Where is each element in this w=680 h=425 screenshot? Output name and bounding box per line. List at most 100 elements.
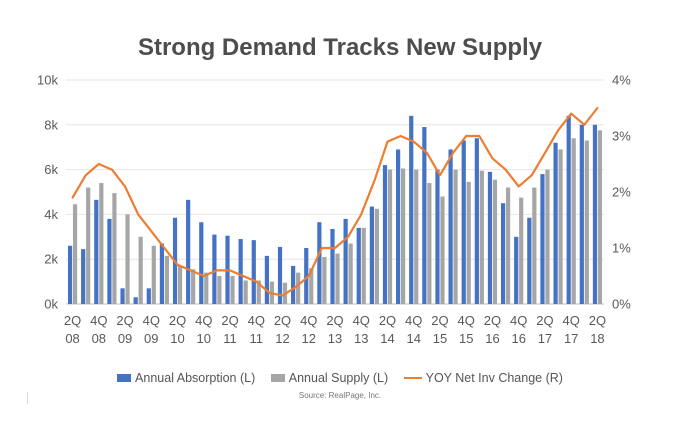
- x-tick-year: 14: [380, 331, 394, 346]
- x-tick-year: 18: [590, 331, 604, 346]
- bar-supply: [72, 204, 78, 304]
- bar-supply: [296, 272, 301, 304]
- bar-absorption: [133, 297, 138, 304]
- bar-supply: [243, 280, 248, 304]
- x-tick-year: 11: [250, 331, 264, 346]
- bar-absorption: [474, 138, 479, 304]
- x-tick-quarter: 2Q: [169, 313, 186, 328]
- left-tick-label: 6k: [44, 162, 58, 177]
- bar-absorption: [592, 124, 598, 304]
- legend-label-absorption: Annual Absorption (L): [135, 370, 256, 385]
- bar-absorption: [212, 234, 217, 304]
- bar-supply: [112, 193, 117, 304]
- bar-absorption: [238, 239, 243, 304]
- legend-item-yoy: YOY Net Inv Change (R): [403, 370, 563, 385]
- x-tick-year: 16: [485, 331, 499, 346]
- bar-supply: [230, 276, 235, 304]
- left-tick-label: 4k: [44, 207, 58, 222]
- bar-supply: [532, 187, 537, 304]
- x-tick-year: 13: [354, 331, 368, 346]
- bar-supply: [479, 170, 484, 304]
- bar-supply: [387, 169, 393, 304]
- bar-absorption: [553, 142, 558, 304]
- x-tick-year: 17: [538, 331, 552, 346]
- bar-absorption: [146, 288, 151, 304]
- left-axis: 0k 2k 4k 6k 8k 10k: [37, 73, 58, 312]
- x-tick-year: 14: [406, 331, 420, 346]
- bar-supply: [427, 183, 432, 304]
- source-note: Source: RealPage, Inc.: [298, 391, 382, 400]
- bar-absorption: [107, 218, 112, 304]
- x-tick-quarter: 4Q: [300, 313, 317, 328]
- bar-absorption: [330, 228, 335, 304]
- bar-absorption: [396, 149, 401, 304]
- bar-supply: [414, 169, 419, 304]
- bar-supply: [584, 140, 589, 304]
- bar-absorption: [94, 199, 99, 304]
- bar-supply: [597, 130, 603, 304]
- bar-absorption: [186, 199, 191, 304]
- bar-absorption: [159, 243, 165, 304]
- left-tick-label: 10k: [37, 73, 58, 88]
- legend-item-absorption: Annual Absorption (L): [117, 371, 255, 385]
- left-tick-label: 2k: [44, 252, 58, 267]
- x-tick-quarter: 2Q: [484, 313, 501, 328]
- x-tick-year: 12: [302, 331, 316, 346]
- bar-supply: [505, 187, 511, 304]
- legend-item-supply: Annual Supply (L): [270, 370, 389, 385]
- x-tick-year: 09: [118, 331, 132, 346]
- left-tick-label: 8k: [44, 117, 58, 132]
- bar-supply: [361, 227, 366, 304]
- right-axis: 0% 1% 2% 3% 4%: [612, 73, 631, 312]
- supply-swatch: [270, 374, 285, 383]
- bar-supply: [374, 208, 379, 304]
- chart-title: Strong Demand Tracks New Supply: [137, 34, 543, 61]
- bar-supply: [492, 179, 498, 304]
- x-tick-year: 08: [65, 331, 79, 346]
- x-tick-year: 15: [433, 331, 447, 346]
- x-tick-quarter: 4Q: [143, 313, 160, 328]
- bar-absorption: [540, 174, 545, 304]
- bar-supply: [348, 243, 353, 304]
- legend-label-supply: Annual Supply (L): [288, 370, 389, 385]
- bar-absorption: [264, 255, 269, 304]
- x-tick-quarter: 2Q: [64, 313, 81, 328]
- x-tick-quarter: 2Q: [536, 313, 553, 328]
- bar-supply: [204, 272, 209, 304]
- bar-absorption: [448, 149, 453, 304]
- left-tick-label: 0k: [44, 297, 58, 312]
- bar-supply: [217, 276, 222, 304]
- right-tick-label: 2%: [612, 185, 631, 200]
- x-tick-year: 12: [275, 331, 289, 346]
- x-tick-year: 10: [170, 331, 184, 346]
- bar-absorption: [369, 206, 374, 304]
- x-tick-year: 10: [197, 331, 211, 346]
- bars: [67, 115, 603, 304]
- bar-supply: [177, 265, 183, 304]
- net-inventory-line: [71, 106, 599, 297]
- bar-supply: [256, 280, 261, 304]
- bar-absorption: [527, 217, 532, 304]
- bar-supply: [571, 138, 576, 304]
- absorption-swatch: [117, 374, 132, 383]
- bar-supply: [453, 169, 458, 304]
- x-tick-quarter: 4Q: [90, 313, 107, 328]
- bar-absorption: [356, 227, 361, 304]
- bar-absorption: [514, 236, 519, 304]
- bar-absorption: [409, 115, 414, 304]
- x-tick-quarter: 4Q: [510, 313, 527, 328]
- bar-absorption: [422, 127, 427, 304]
- bar-absorption: [81, 249, 86, 304]
- legend: Annual Absorption (L) Annual Supply (L) …: [0, 370, 680, 385]
- x-tick-quarter: 2Q: [431, 313, 448, 328]
- bar-supply: [440, 196, 445, 304]
- x-tick-quarter: 2Q: [326, 313, 343, 328]
- legend-label-yoy: YOY Net Inv Change (R): [425, 370, 563, 385]
- line-yoy: [71, 106, 599, 297]
- bar-absorption: [251, 240, 256, 304]
- bar-supply: [558, 149, 563, 304]
- bar-supply: [86, 187, 91, 304]
- x-tick-year: 13: [328, 331, 342, 346]
- x-tick-quarter: 2Q: [116, 313, 133, 328]
